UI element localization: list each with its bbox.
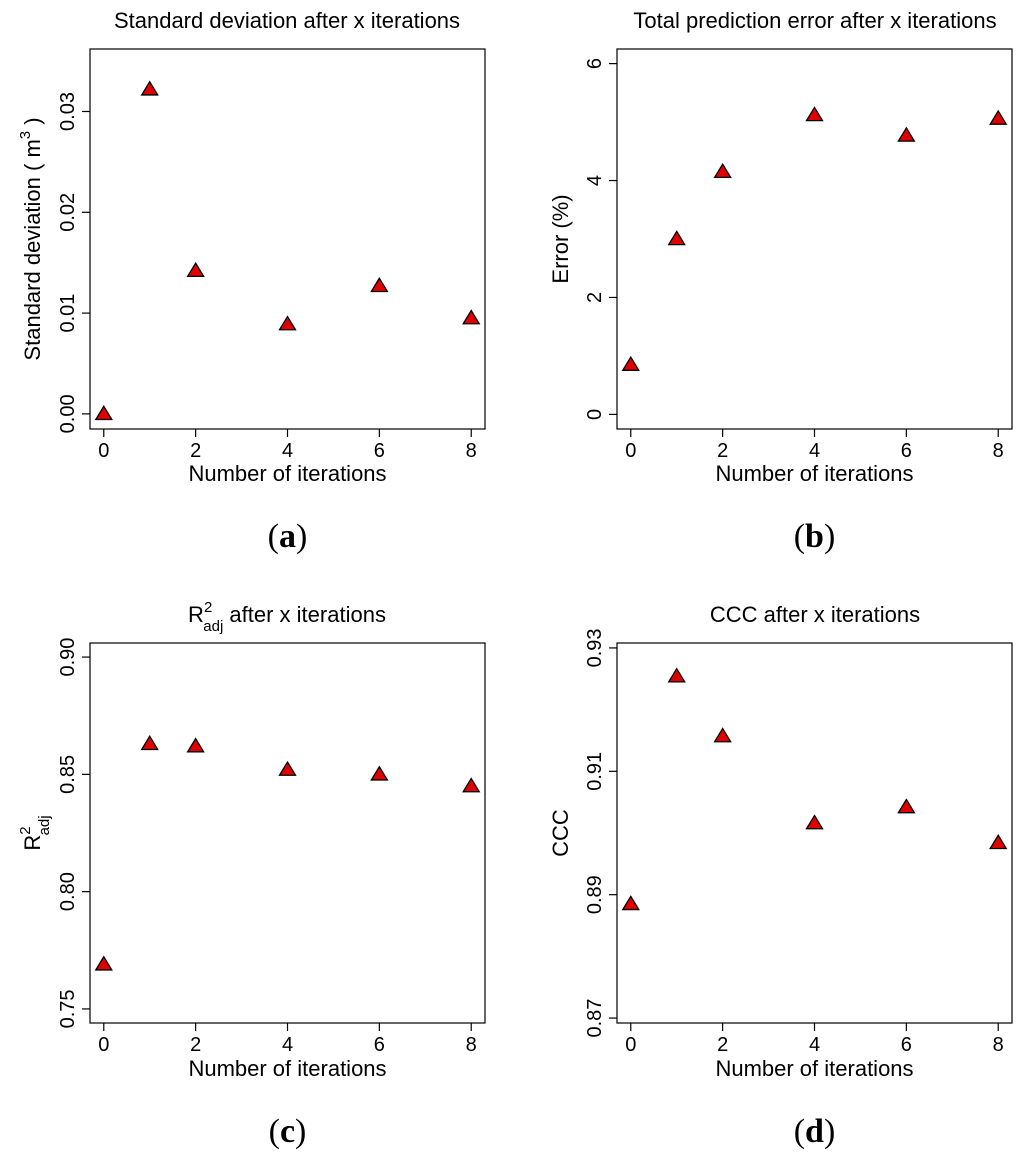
x-tick-label-d-3: 6: [901, 1034, 912, 1056]
x-axis-label-b: Number of iterations: [715, 461, 913, 486]
data-point-a-0: [94, 405, 113, 421]
x-tick-label-b-0: 0: [625, 440, 636, 462]
plot-frame-d: [616, 642, 1013, 1024]
y-tick-label-d-1: 0.89: [584, 875, 606, 914]
chart-title-b: Total prediction error after x iteration…: [633, 8, 996, 33]
y-tick-label-a-1: 0.01: [57, 294, 79, 333]
data-point-c-3: [278, 760, 297, 776]
x-tick-label-c-0: 0: [98, 1034, 109, 1056]
panel-label-d: (d): [794, 1113, 836, 1150]
chart-title-d: CCC after x iterations: [710, 602, 920, 627]
y-tick-label-b-3: 6: [584, 58, 606, 69]
y-tick-label-b-1: 2: [584, 292, 606, 303]
y-axis-label-c: R2 adj: [17, 815, 53, 850]
data-point-d-3: [805, 814, 824, 830]
y-tick-label-c-1: 0.80: [57, 872, 79, 911]
y-tick-label-d-2: 0.91: [584, 752, 606, 791]
x-axis-label-c: Number of iterations: [188, 1056, 386, 1081]
data-point-d-4: [897, 798, 916, 814]
x-tick-label-c-2: 4: [282, 1034, 293, 1056]
x-tick-label-d-1: 2: [717, 1034, 728, 1056]
data-point-d-5: [989, 834, 1008, 850]
y-tick-label-c-0: 0.75: [57, 989, 79, 1028]
x-tick-label-b-2: 4: [809, 440, 820, 462]
panel-d: CCC after x iterations 0 2 4 6 8 0.87 0.89 0.91 0…: [548, 602, 1013, 1150]
y-tick-label-d-3: 0.93: [584, 628, 606, 667]
data-point-b-0: [621, 355, 640, 371]
data-point-d-2: [713, 727, 732, 743]
y-axis-label-d: CCC: [548, 809, 573, 857]
plot-frame-a: [89, 48, 486, 430]
x-tick-label-a-4: 8: [466, 440, 477, 462]
y-tick-label-a-0: 0.00: [57, 394, 79, 433]
y-tick-label-c-3: 0.90: [57, 638, 79, 677]
x-tick-label-c-3: 6: [374, 1034, 385, 1056]
data-point-a-5: [462, 309, 481, 325]
y-tick-label-d-0: 0.87: [584, 999, 606, 1038]
data-point-a-2: [186, 261, 205, 278]
panel-b: Total prediction error after x iteration…: [548, 8, 1013, 555]
y-axis-label-a: Standard deviation ( m3 ): [17, 117, 45, 360]
panel-label-c: (c): [269, 1113, 307, 1150]
chart-title-a: Standard deviation after x iterations: [114, 8, 460, 33]
panel-a: Standard deviation after x iterations 0 2 4…: [17, 8, 486, 555]
data-point-c-2: [186, 737, 205, 753]
x-tick-label-a-0: 0: [98, 440, 109, 462]
data-point-d-1: [667, 667, 686, 683]
x-tick-label-a-2: 4: [282, 440, 293, 462]
x-tick-label-a-1: 2: [190, 440, 201, 462]
data-point-c-1: [140, 735, 159, 751]
x-tick-label-c-1: 2: [190, 1034, 201, 1056]
y-axis-label-b: Error (%): [548, 194, 573, 283]
x-tick-label-d-2: 4: [809, 1034, 820, 1056]
panel-label-a: (a): [268, 518, 308, 555]
x-tick-label-d-4: 8: [993, 1034, 1004, 1056]
data-point-a-1: [140, 80, 159, 96]
data-point-b-5: [989, 109, 1008, 125]
y-tick-label-a-3: 0.03: [57, 92, 79, 131]
panel-c: R2 adj after x iterations 0 2 4 6 8 0.75 0.80 0.8…: [17, 599, 486, 1150]
data-point-a-4: [370, 277, 389, 293]
y-tick-label-c-2: 0.85: [57, 755, 79, 794]
data-point-b-2: [713, 162, 732, 179]
chart-title-c: R2 adj after x iterations: [188, 599, 386, 635]
data-point-b-4: [897, 126, 916, 142]
y-tick-label-b-2: 4: [584, 175, 606, 186]
x-tick-label-a-3: 6: [374, 440, 385, 462]
data-point-b-3: [805, 106, 824, 122]
x-tick-label-b-4: 8: [993, 440, 1004, 462]
data-point-d-0: [621, 895, 640, 911]
x-tick-label-c-4: 8: [466, 1034, 477, 1056]
data-point-b-1: [667, 230, 686, 246]
x-axis-label-a: Number of iterations: [188, 461, 386, 486]
plot-frame-c: [89, 642, 486, 1024]
x-tick-label-b-1: 2: [717, 440, 728, 462]
panel-label-b: (b): [794, 518, 836, 555]
data-point-c-4: [370, 765, 389, 781]
y-tick-label-b-0: 0: [584, 409, 606, 420]
x-tick-label-b-3: 6: [901, 440, 912, 462]
x-tick-label-d-0: 0: [625, 1034, 636, 1056]
x-axis-label-d: Number of iterations: [715, 1056, 913, 1081]
y-tick-label-a-2: 0.02: [57, 193, 79, 232]
data-point-c-0: [94, 955, 113, 971]
data-point-c-5: [462, 777, 481, 793]
data-point-a-3: [278, 315, 297, 331]
